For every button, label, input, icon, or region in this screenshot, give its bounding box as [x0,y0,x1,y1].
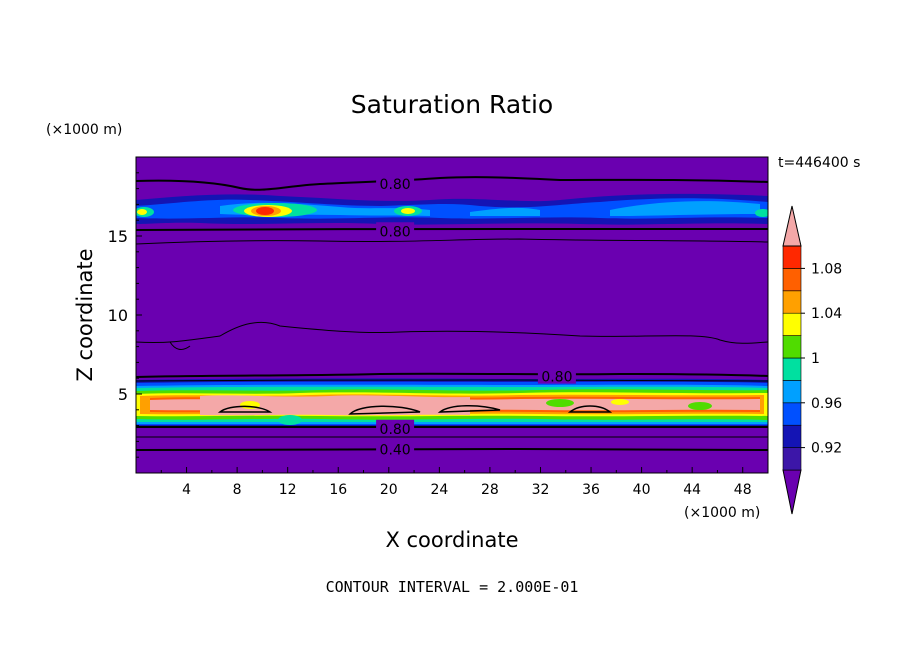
contour-label: 0.80 [380,224,411,240]
upper-band-yellow-3 [137,209,147,215]
y-axis-label: Z coordinate [73,248,97,381]
x-tick-label: 28 [481,482,499,498]
y-unit-label: (×1000 m) [46,122,122,138]
upper-band-cyan-east [610,201,760,216]
colorbar-swatch [782,357,802,381]
contour-thin-4 [136,379,768,382]
colorbar-label: 1.04 [811,306,842,322]
contour-thin-3 [169,341,191,350]
contour-label-group: 0.80 0.80 0.80 0.80 0.40 [376,174,576,458]
contour-cell-3 [437,405,501,413]
x-axis: 4 8 12 16 20 24 28 32 36 40 44 48 [160,467,752,498]
contour-thin-1 [136,238,768,245]
y-tick-label: 10 [108,306,128,325]
colorbar-label: 0.96 [811,396,842,412]
contour-cell-1 [217,405,273,413]
colorbar-swatch [782,402,802,426]
x-tick-label: 36 [582,482,600,498]
upper-band-cyan-west [755,209,768,217]
colorbar-label: 0.92 [811,441,842,457]
contour-0-40 [136,447,768,451]
contour-label: 0.80 [380,422,411,438]
contour-label: 0.40 [380,442,411,458]
contour-label-backing [376,222,415,239]
x-tick-label: 32 [532,482,550,498]
contour-0-80-lower [136,372,768,378]
plot-area: 0.80 0.80 0.80 0.80 0.40 [136,157,768,473]
x-axis-label: X coordinate [385,528,518,552]
colorbar-swatch [782,290,802,314]
x-tick-label: 8 [233,482,242,498]
colorbar-label: 1 [811,351,820,367]
contour-label-backing [376,419,415,436]
colorbar-swatch [782,268,802,292]
x-tick-label: 4 [182,482,191,498]
contour-label-backing [376,174,415,191]
y-axis: 5 10 15 [108,172,142,458]
colorbar-swatch [782,447,802,471]
x-tick-label: 16 [329,482,347,498]
contour-interval-footer: CONTOUR INTERVAL = 2.000E-01 [326,578,579,596]
colorbar-swatch [782,380,802,404]
colorbar-swatch [782,312,802,336]
lower-band-fill [136,378,768,428]
colorbar-label: 1.08 [811,261,842,277]
upper-band-fill [136,193,768,225]
x-tick-label: 12 [279,482,297,498]
chart-title: Saturation Ratio [351,90,553,119]
contour-label: 0.80 [380,177,411,193]
contour-label-backing [376,440,415,457]
contour-label-backing [537,367,576,384]
upper-band-cyan-mid [470,207,540,216]
contour-thin-2 [136,321,768,344]
contour-0-80-upper-mid [136,227,768,231]
y-tick-label: 5 [118,385,128,404]
x-tick-label: 20 [380,482,398,498]
y-tick-label: 15 [108,227,128,246]
x-tick-label: 40 [633,482,651,498]
colorbar-swatch [782,424,802,448]
contour-cell-4 [567,405,613,413]
contour-label: 0.80 [541,370,572,386]
contour-cell-2 [348,405,421,415]
colorbar-swatch [782,245,802,269]
x-tick-label: 44 [683,482,701,498]
upper-band-yellow-2 [401,208,415,214]
lower-band-green-patch-3 [688,402,712,410]
x-tick-label: 48 [734,482,752,498]
colorbar-under-triangle [782,469,802,515]
lower-band-yellow-patch-2 [611,399,629,405]
lower-band-green-patch-1 [278,415,302,425]
colorbar-over-triangle [782,205,802,247]
lower-band-green-patch-2 [546,399,574,407]
x-tick-label: 24 [430,482,448,498]
colorbar: 0.92 0.96 1 1.04 1.08 [782,205,842,515]
x-unit-label: (×1000 m) [684,505,760,521]
time-label: t=446400 s [778,155,860,171]
colorbar-swatch [782,335,802,359]
upper-band-red [256,207,274,215]
